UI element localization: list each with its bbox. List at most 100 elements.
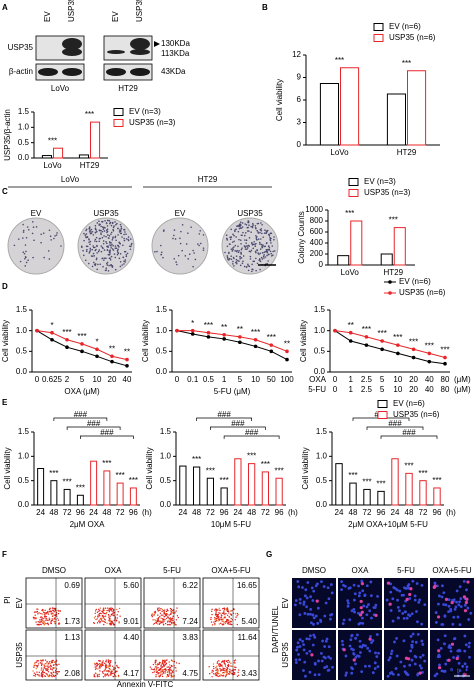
event-dot (47, 619, 49, 622)
nucleus (364, 644, 367, 648)
event-dot (41, 613, 43, 615)
y-tick-label: 1.0 (160, 451, 172, 460)
nucleus (459, 597, 463, 601)
colony-dot (85, 233, 88, 235)
event-dot (46, 667, 48, 670)
colony-dot (255, 234, 257, 237)
nucleus (371, 639, 375, 642)
event-dot (43, 615, 46, 617)
event-dot (228, 671, 231, 673)
event-dot (153, 671, 156, 673)
colony-dot (110, 247, 112, 249)
nucleus (457, 603, 461, 607)
event-dot (106, 622, 108, 624)
colony-dot (260, 229, 263, 232)
nucleus (391, 619, 395, 623)
nucleus (350, 647, 354, 651)
nucleus (374, 651, 377, 655)
event-dot (227, 621, 229, 623)
x-tick-label: HT29 (80, 161, 100, 170)
x-tick-label: 0.1 (187, 375, 199, 384)
x-tick-label: 96 (76, 508, 85, 517)
bracket (53, 417, 108, 421)
event-dot (224, 676, 227, 678)
y-tick-label: 0.0 (18, 153, 30, 162)
bar (380, 253, 393, 266)
nucleus (303, 612, 307, 615)
significance: *** (402, 59, 411, 68)
event-dot (220, 618, 223, 621)
colony-dot (27, 259, 29, 262)
x-tick-label: 5 (380, 375, 385, 384)
colony-dot (100, 225, 102, 228)
nucleus (370, 641, 373, 644)
y-tick-label: 800 (310, 216, 324, 225)
event-dot (164, 612, 166, 615)
colony-dot (181, 249, 183, 252)
x-tick-label: 20 (409, 375, 418, 384)
protein-label: β-actin (9, 67, 33, 76)
nucleus (308, 670, 312, 674)
legend-label: EV (n=3) (129, 107, 161, 116)
event-dot (39, 662, 42, 664)
event-dot (95, 618, 97, 621)
colony-dot (154, 251, 156, 253)
colony-dot (102, 265, 104, 268)
point (285, 357, 289, 362)
panel-label: C (2, 187, 8, 196)
colony-dot (126, 252, 129, 255)
event-dot (41, 675, 44, 678)
colony-dot (246, 248, 248, 250)
event-dot (41, 667, 43, 669)
event-dot (102, 676, 105, 678)
colony-dot (60, 245, 62, 247)
event-dot (56, 663, 58, 666)
x-tick-label: 72 (419, 508, 428, 517)
colony-dot (111, 222, 114, 225)
event-dot (38, 612, 40, 614)
colony-dot (235, 261, 237, 264)
nucleus (358, 645, 362, 649)
nucleus (452, 637, 456, 641)
event-dot (43, 675, 46, 677)
significance: *** (62, 478, 71, 487)
nucleus (441, 584, 444, 588)
nucleus (458, 585, 462, 588)
y-tick-label: 0.5 (314, 346, 326, 355)
lane-label: EV (111, 11, 120, 22)
colony-dot (116, 222, 118, 225)
colony-dot (23, 252, 26, 255)
nucleus (302, 600, 306, 604)
colony-dot (111, 248, 114, 250)
x-tick-label: 72 (261, 508, 270, 517)
colony-dot (194, 258, 197, 261)
nucleus (436, 638, 440, 642)
point (125, 364, 129, 368)
colony-dot (94, 264, 97, 266)
colony-dot (92, 246, 95, 249)
colony-dot (259, 228, 262, 231)
x-tick-label: 40 (425, 375, 434, 384)
event-dot (155, 671, 158, 674)
tunel-positive (374, 613, 378, 618)
event-dot (213, 667, 215, 670)
colony-dot (259, 252, 262, 255)
colony-dot (197, 243, 199, 245)
colony-dot (96, 245, 98, 248)
colony-dot (119, 265, 122, 268)
nucleus (415, 582, 419, 585)
event-dot (236, 615, 238, 617)
event-dot (211, 610, 213, 612)
event-dot (33, 672, 36, 674)
event-dot (59, 610, 61, 612)
event-dot (57, 610, 60, 612)
event-dot (228, 661, 231, 663)
nucleus (442, 591, 446, 595)
event-dot (111, 620, 113, 622)
point (269, 343, 274, 347)
y-tick-label: 1.5 (314, 305, 326, 314)
event-dot (170, 669, 172, 672)
colony-dot (240, 257, 243, 259)
colony-dot (115, 247, 118, 250)
nucleus (458, 649, 462, 653)
